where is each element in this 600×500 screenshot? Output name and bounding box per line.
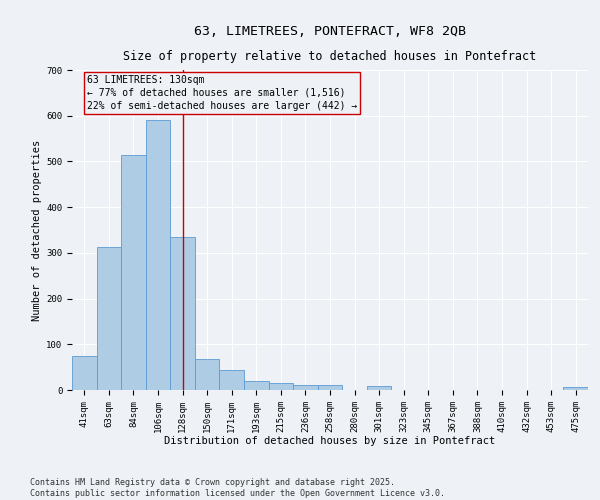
- Text: Size of property relative to detached houses in Pontefract: Size of property relative to detached ho…: [124, 50, 536, 63]
- Bar: [195, 359, 220, 390]
- Bar: [220, 370, 244, 390]
- Bar: [72, 356, 97, 390]
- Bar: [318, 384, 342, 390]
- Text: Contains HM Land Registry data © Crown copyright and database right 2025.
Contai: Contains HM Land Registry data © Crown c…: [30, 478, 445, 498]
- Bar: [244, 382, 269, 390]
- Text: 63 LIMETREES: 130sqm
← 77% of detached houses are smaller (1,516)
22% of semi-de: 63 LIMETREES: 130sqm ← 77% of detached h…: [87, 74, 357, 111]
- Bar: [269, 383, 293, 390]
- Y-axis label: Number of detached properties: Number of detached properties: [32, 140, 42, 320]
- Text: 63, LIMETREES, PONTEFRACT, WF8 2QB: 63, LIMETREES, PONTEFRACT, WF8 2QB: [194, 25, 466, 38]
- Bar: [293, 385, 318, 390]
- Bar: [146, 120, 170, 390]
- Bar: [563, 388, 588, 390]
- Bar: [97, 248, 121, 390]
- X-axis label: Distribution of detached houses by size in Pontefract: Distribution of detached houses by size …: [164, 436, 496, 446]
- Bar: [121, 156, 146, 390]
- Bar: [170, 237, 195, 390]
- Bar: [367, 386, 391, 390]
